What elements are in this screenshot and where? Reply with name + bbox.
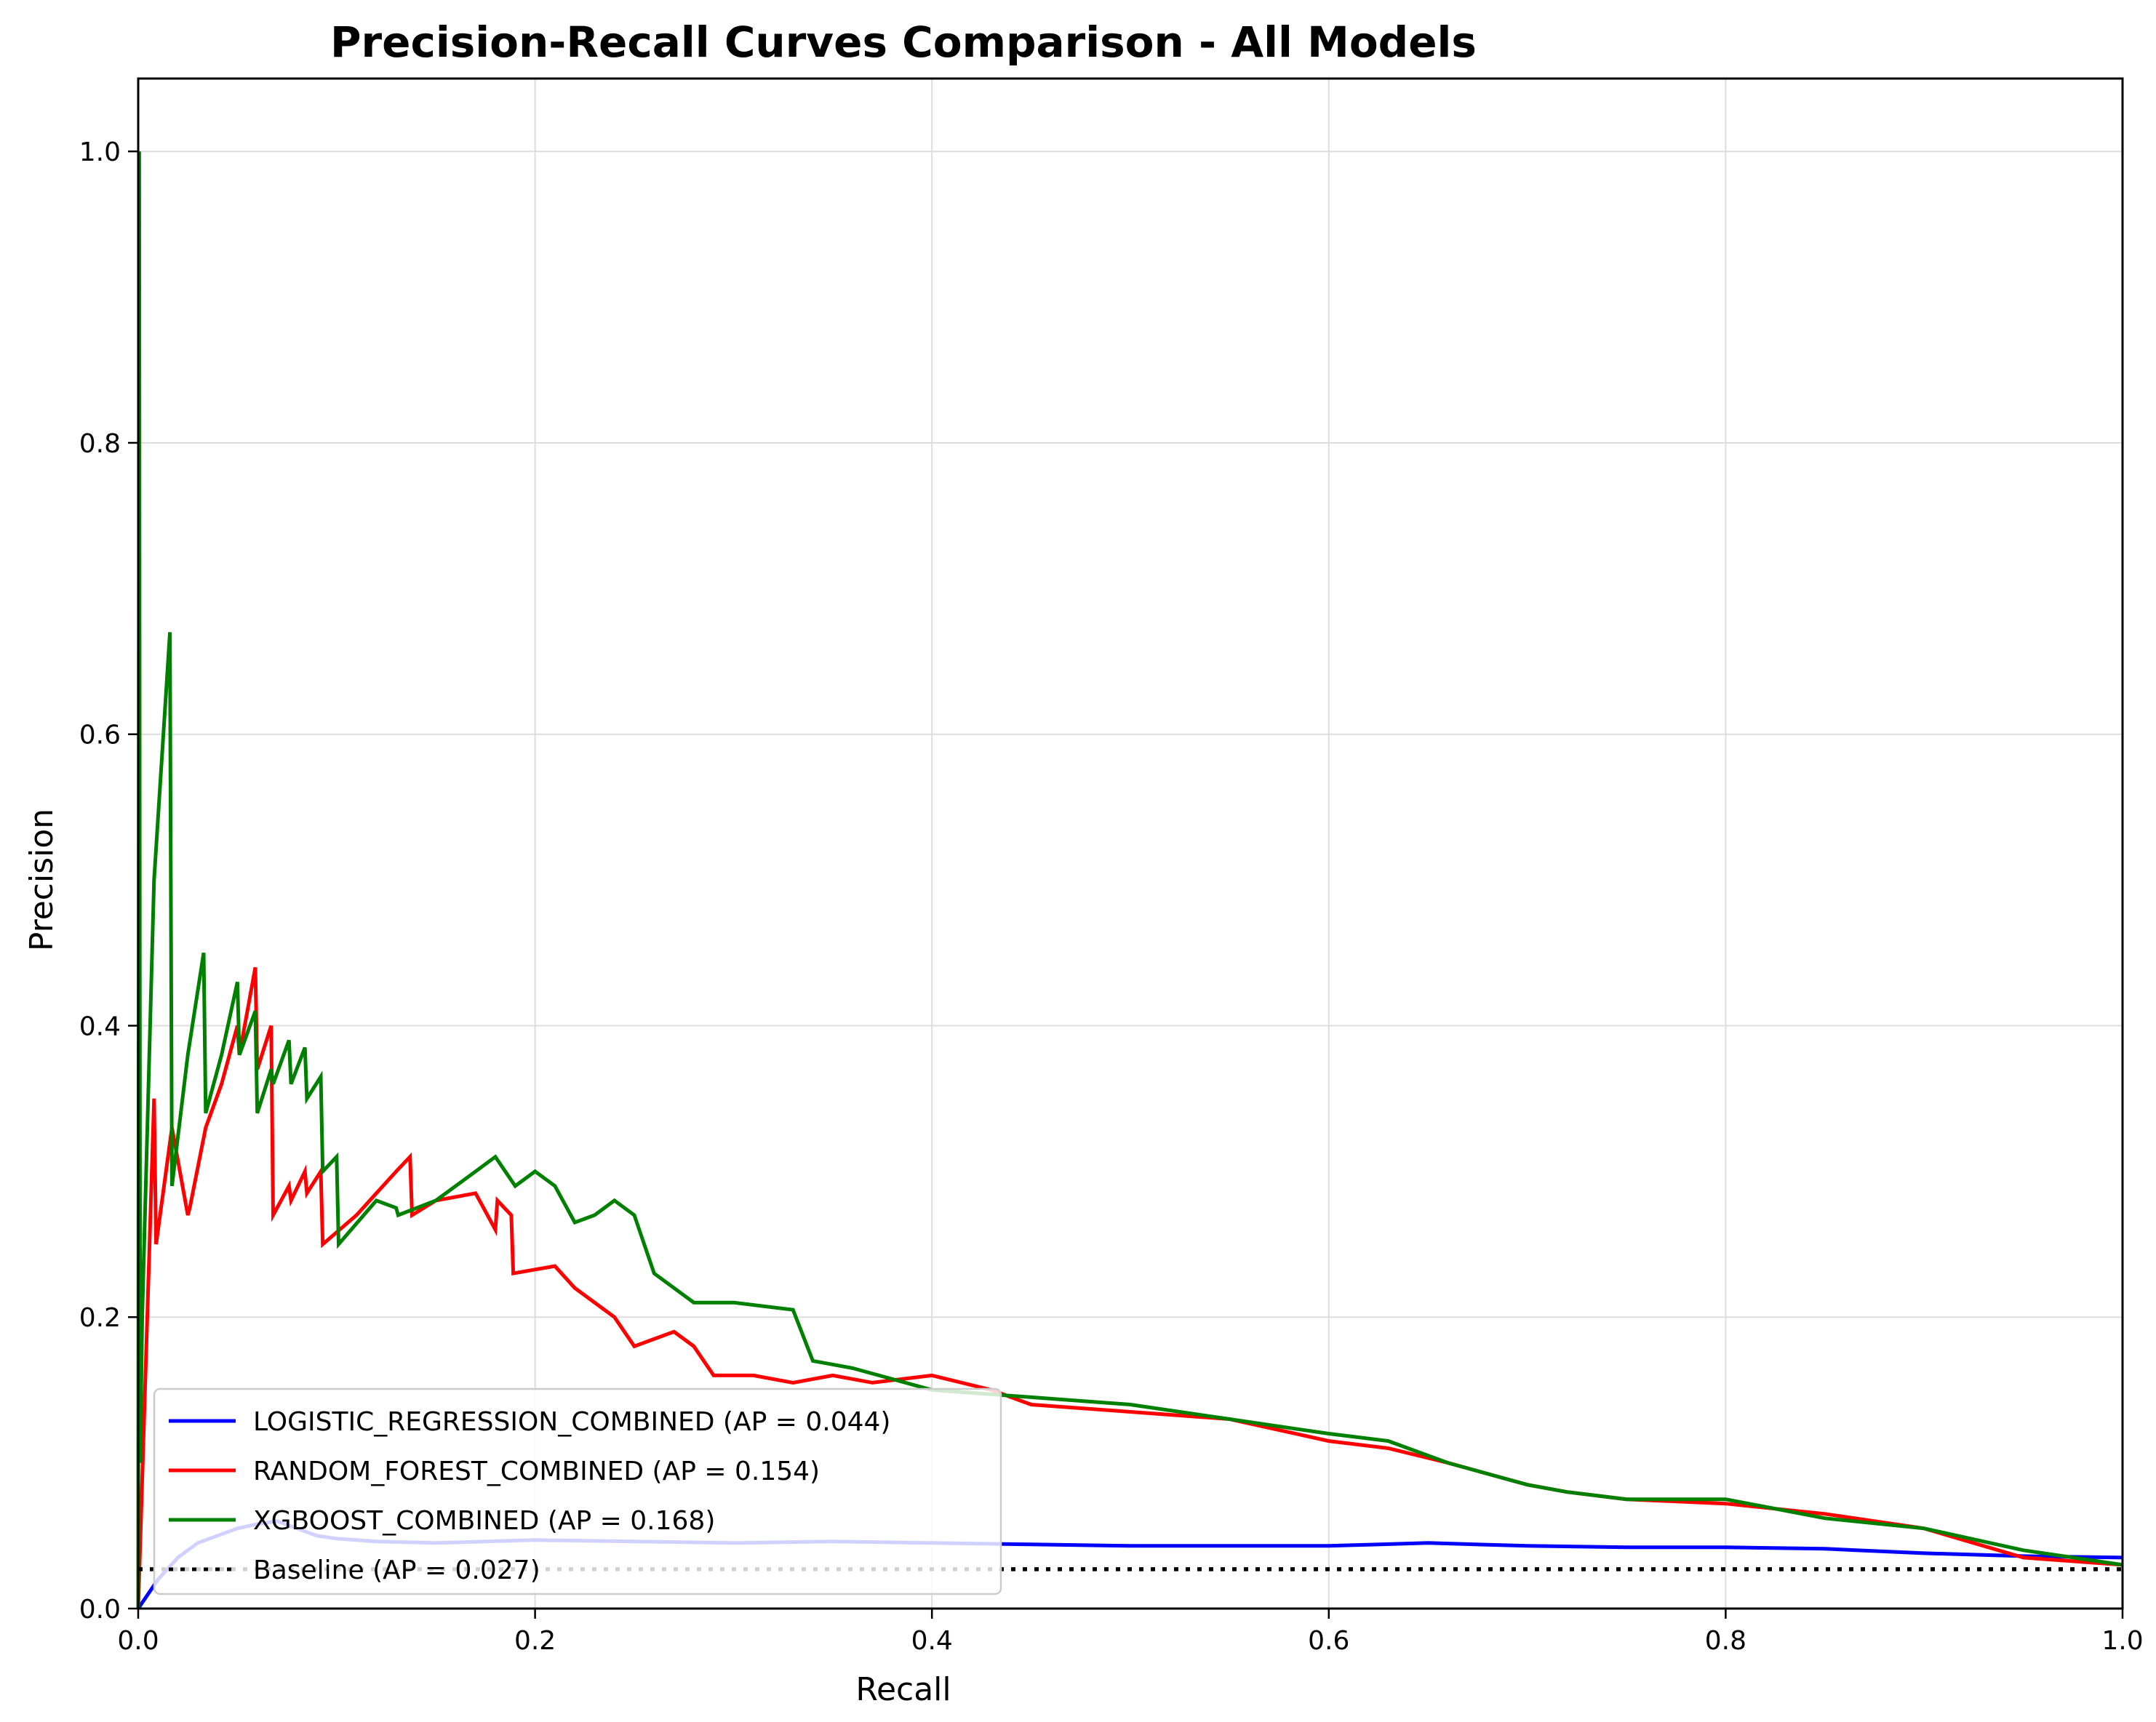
x-tick-label: 0.0 xyxy=(117,1626,159,1656)
series-line-random-forest xyxy=(136,966,2123,1609)
grid-lines xyxy=(137,79,2123,1609)
x-tick-label: 0.8 xyxy=(1705,1626,1746,1656)
legend: LOGISTIC_REGRESSION_COMBINED (AP = 0.044… xyxy=(153,1387,1002,1595)
x-tick-label: 0.2 xyxy=(514,1626,556,1656)
y-tick-label: 0.6 xyxy=(79,721,121,750)
x-axis-ticks: 0.0 0.2 0.4 0.6 0.8 1.0 xyxy=(117,1609,2144,1656)
x-tick-label: 0.4 xyxy=(911,1626,953,1656)
legend-label-random-forest: RANDOM_FOREST_COMBINED (AP = 0.154) xyxy=(253,1457,820,1486)
plot-frame xyxy=(137,77,2124,1610)
legend-label-xgboost: XGBOOST_COMBINED (AP = 0.168) xyxy=(253,1506,715,1536)
y-tick-label: 0.2 xyxy=(79,1303,121,1333)
y-tick-label: 0.0 xyxy=(79,1595,121,1625)
legend-label-baseline: Baseline (AP = 0.027) xyxy=(253,1555,540,1585)
x-tick-label: 1.0 xyxy=(2101,1626,2143,1656)
y-tick-label: 0.8 xyxy=(79,429,121,459)
chart-title: Precision-Recall Curves Comparison - All… xyxy=(330,17,1477,67)
y-axis-label: Precision xyxy=(23,809,60,951)
y-tick-label: 0.4 xyxy=(79,1012,121,1041)
x-tick-label: 0.6 xyxy=(1308,1626,1349,1656)
y-axis-ticks: 0.0 0.2 0.4 0.6 0.8 1.0 xyxy=(79,137,138,1625)
y-tick-label: 1.0 xyxy=(79,137,121,167)
legend-label-logistic-regression: LOGISTIC_REGRESSION_COMBINED (AP = 0.044… xyxy=(253,1407,890,1437)
x-axis-label: Recall xyxy=(855,1671,951,1708)
legend-box xyxy=(153,1387,1002,1595)
series-line-xgboost xyxy=(136,151,2123,1609)
